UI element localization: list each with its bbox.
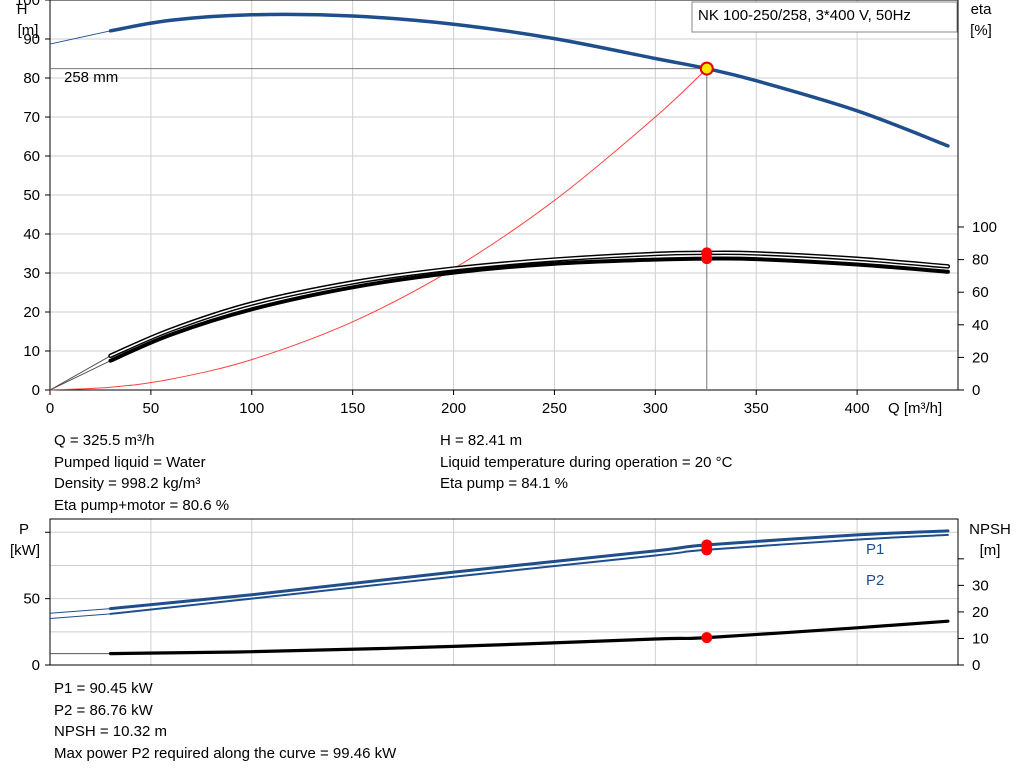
x-tick-label-50: 50 (143, 400, 160, 417)
x-tick-label-200: 200 (441, 400, 466, 417)
results-bottom: P1 = 90.45 kW P2 = 86.76 kW NPSH = 10.32… (54, 678, 396, 764)
result-eta-pump: Eta pump = 84.1 % (440, 475, 568, 492)
x-tick-label-250: 250 (542, 400, 567, 417)
x-tick-label-150: 150 (340, 400, 365, 417)
results-left: Q = 325.5 m³/h Pumped liquid = Water Den… (54, 430, 229, 516)
top-right-tick-label-40: 40 (972, 317, 989, 334)
top-left-axis: 0 10 20 30 40 50 60 70 80 90 100 (15, 0, 50, 399)
top-right-tick-label-0: 0 (972, 382, 980, 399)
system-curve (49, 68, 708, 391)
result-flow: Q = 325.5 m³/h (54, 432, 155, 449)
result-npsh: NPSH = 10.32 m (54, 723, 167, 740)
impeller-label: 258 mm (64, 69, 118, 86)
top-left-axis-unit: [m] (18, 22, 39, 39)
eta-pump-curve-extrapolation (49, 355, 111, 391)
bottom-right-tick-label-10: 10 (972, 630, 989, 647)
bottom-right-axis-unit: [m] (980, 542, 1001, 559)
eta-pump-curve-core (109, 251, 949, 357)
eta-pump-curve-outline (108, 250, 951, 359)
top-series (49, 12, 951, 391)
eta-pump-motor-curve-extrapolation (49, 360, 111, 391)
result-p2: P2 = 86.76 kW (54, 701, 153, 719)
result-p1: P1 = 90.45 kW (54, 680, 153, 697)
eta-pump-motor-curve (108, 256, 950, 363)
x-tick-label-100: 100 (239, 400, 264, 417)
top-left-tick-label-90: 90 (23, 31, 40, 48)
result-temperature: Liquid temperature during operation = 20… (440, 453, 733, 471)
p1-curve-extrapolation (49, 608, 111, 614)
result-density: Density = 998.2 kg/m³ (54, 475, 201, 492)
top-left-tick-label-70: 70 (23, 109, 40, 126)
top-left-tick-label-40: 40 (23, 226, 40, 243)
top-left-tick-label-30: 30 (23, 265, 40, 282)
p2-curve-duty-marker (701, 544, 713, 556)
top-left-tick-label-50: 50 (23, 187, 40, 204)
npsh-curve-duty-marker (701, 632, 713, 644)
top-right-tick-label-20: 20 (972, 349, 989, 366)
model-label-box (691, 1, 958, 33)
results-right: H = 82.41 m Liquid temperature during op… (440, 430, 732, 495)
bottom-right-tick-label-30: 30 (972, 577, 989, 594)
duty-point-eta-pump-motor-marker (701, 253, 713, 265)
bottom-left-axis: 0 50 (23, 531, 50, 674)
top-left-tick-label-0: 0 (32, 382, 40, 399)
duty-point-head-marker (699, 61, 714, 76)
x-tick-label-0: 0 (46, 400, 54, 417)
p1-curve (109, 529, 950, 611)
power-npsh-chart: 0 50 0 10 20 30 P [kW] NPSH [m] P1 P2 (10, 518, 1011, 674)
head-efficiency-chart: 0 10 20 30 40 50 60 70 80 90 100 0 20 40 60 80 100 0 50 1… (15, 0, 997, 417)
top-right-tick-label-80: 80 (972, 252, 989, 269)
p2-curve-extrapolation (49, 613, 111, 620)
bottom-series (49, 529, 950, 656)
x-tick-label-350: 350 (744, 400, 769, 417)
bottom-left-axis-title: P (19, 521, 29, 538)
bottom-plot-frame (49, 518, 959, 666)
top-left-tick-label-80: 80 (23, 70, 40, 87)
top-x-axis: 0 50 100 150 200 250 300 350 400 (46, 390, 870, 417)
top-right-axis-title: eta (971, 1, 993, 18)
result-head: H = 82.41 m (440, 432, 523, 449)
head-curve-extrapolation (49, 30, 111, 45)
top-left-tick-label-10: 10 (23, 343, 40, 360)
x-tick-label-400: 400 (845, 400, 870, 417)
top-right-tick-label-60: 60 (972, 284, 989, 301)
top-left-axis-title: H (17, 1, 28, 18)
p2-series-label: P2 (866, 572, 884, 589)
top-left-tick-label-20: 20 (23, 304, 40, 321)
bottom-right-axis-title: NPSH (969, 521, 1011, 538)
result-max-power: Max power P2 required along the curve = … (54, 744, 397, 762)
x-axis-label: Q [m³/h] (888, 400, 942, 417)
bottom-left-tick-label-50: 50 (23, 591, 40, 608)
bottom-right-axis: 0 10 20 30 (958, 558, 989, 674)
top-left-tick-label-100: 100 (15, 0, 40, 9)
model-label: NK 100-250/258, 3*400 V, 50Hz (698, 7, 911, 24)
bottom-left-axis-unit: [kW] (10, 542, 40, 559)
top-grid (50, 0, 958, 390)
bottom-right-tick-label-20: 20 (972, 604, 989, 621)
npsh-curve (108, 619, 950, 656)
bottom-left-tick-label-0: 0 (32, 657, 40, 674)
top-right-tick-label-100: 100 (972, 219, 997, 236)
head-curve (108, 12, 950, 148)
p1-series-label: P1 (866, 541, 884, 558)
p2-curve (109, 533, 949, 615)
result-liquid: Pumped liquid = Water (54, 453, 206, 471)
top-right-axis-unit: [%] (970, 22, 992, 39)
x-tick-label-300: 300 (643, 400, 668, 417)
top-left-tick-label-60: 60 (23, 148, 40, 165)
result-eta-pump-motor: Eta pump+motor = 80.6 % (54, 496, 230, 514)
bottom-right-tick-label-0: 0 (972, 657, 980, 674)
top-right-axis: 0 20 40 60 80 100 (958, 219, 997, 399)
